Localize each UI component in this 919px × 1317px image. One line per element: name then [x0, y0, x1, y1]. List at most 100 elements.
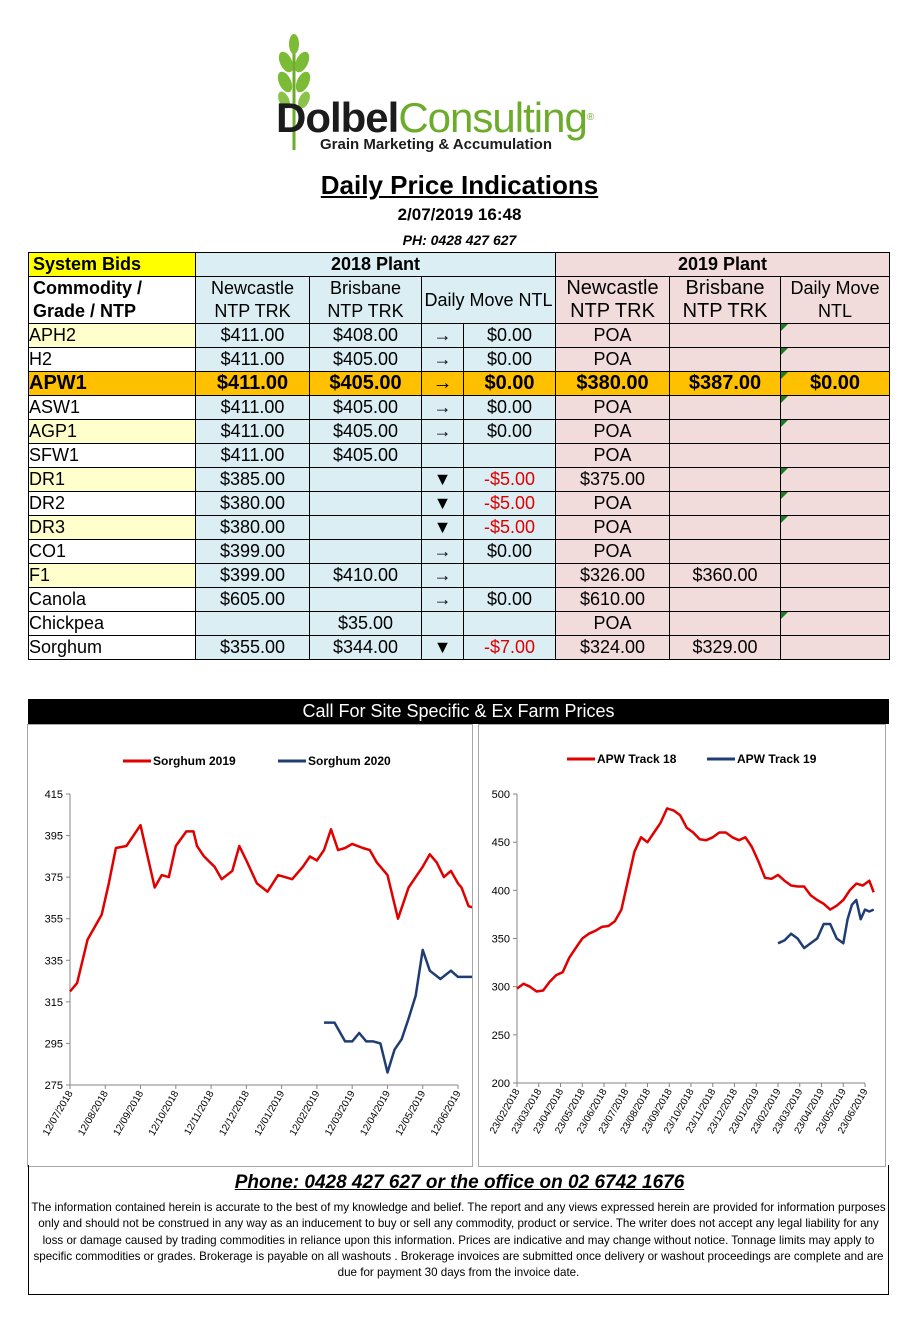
commodity-name: H2	[28, 347, 196, 372]
newcastle-2019-price: POA	[555, 347, 670, 372]
table-row: Sorghum $355.00 $344.00 ▼ -$7.00 $324.00 $329.…	[28, 635, 891, 660]
x-tick-label: 12/04/2019	[358, 1089, 393, 1138]
brisbane-2018-price: $408.00	[309, 323, 422, 348]
move-2018-arrow: →	[421, 323, 464, 348]
move-2018-value: -$7.00	[463, 635, 556, 660]
series-line	[324, 948, 472, 1074]
price-table: System Bids 2018 Plant 2019 Plant Commod…	[28, 252, 891, 660]
legend-label: APW Track 18	[597, 752, 677, 766]
legend-label: Sorghum 2019	[153, 754, 236, 768]
move-2018-arrow: →	[421, 563, 464, 588]
y-tick-label: 295	[45, 1038, 63, 1050]
newcastle-2018-price	[195, 611, 310, 636]
table-row: DR3 $380.00 ▼ -$5.00 POA	[28, 515, 891, 540]
apw-chart-svg: 20025030035040045050023/02/201823/03/201…	[488, 752, 875, 1136]
newcastle-2019-price: POA	[555, 419, 670, 444]
newcastle-2019-price: POA	[555, 515, 670, 540]
logo-wordmark: DolbelConsulting®	[276, 94, 594, 141]
brisbane-2019-price	[669, 587, 781, 612]
move-2019-value	[779, 467, 891, 492]
phone-footer: Phone: 0428 427 627 or the office on 02 …	[234, 1172, 685, 1193]
brisbane-2018-price: $405.00	[309, 395, 422, 420]
y-tick-label: 415	[45, 789, 63, 801]
move-2018-value: -$5.00	[463, 467, 556, 492]
commodity-name: SFW1	[28, 443, 196, 468]
brisbane-2018-price	[309, 539, 422, 564]
y-tick-label: 275	[45, 1080, 63, 1092]
table-row: SFW1 $411.00 $405.00 POA	[28, 443, 891, 468]
move-2019-value	[779, 539, 891, 564]
move-2018-value: $0.00	[463, 419, 556, 444]
move-2018-arrow: ▼	[421, 635, 464, 660]
move-2019-value: $0.00	[779, 371, 891, 396]
x-tick-label: 12/09/2018	[112, 1089, 147, 1138]
newcastle-2018-price: $411.00	[195, 419, 310, 444]
newcastle-2018-price: $385.00	[195, 467, 310, 492]
move-2019-value	[779, 323, 891, 348]
x-tick-label: 12/01/2019	[253, 1089, 288, 1138]
x-tick-label: 12/11/2018	[183, 1089, 217, 1138]
newcastle-2018-price: $399.00	[195, 563, 310, 588]
move-2018-arrow: ▼	[421, 491, 464, 516]
series-line	[69, 823, 472, 993]
call-banner: Call For Site Specific & Ex Farm Prices	[28, 699, 889, 724]
newcastle-2019-price: POA	[555, 323, 670, 348]
y-tick-label: 350	[492, 934, 510, 946]
brisbane-2019-price: $360.00	[669, 563, 781, 588]
move-2019-value	[779, 347, 891, 372]
move-2018-arrow	[421, 611, 464, 636]
brisbane-2018-price: $410.00	[309, 563, 422, 588]
move-2018-value	[463, 563, 556, 588]
move-2018-value	[463, 611, 556, 636]
newcastle-2018-price: $605.00	[195, 587, 310, 612]
brisbane-2019-price	[669, 611, 781, 636]
move-2019-value	[779, 491, 891, 516]
brisbane-2019-price: $329.00	[669, 635, 781, 660]
newcastle-2018-price: $399.00	[195, 539, 310, 564]
newcastle-2018-price: $411.00	[195, 443, 310, 468]
commodity-name: Chickpea	[28, 611, 196, 636]
move-2019-value	[779, 587, 891, 612]
commodity-name: CO1	[28, 539, 196, 564]
move-2018-value: $0.00	[463, 323, 556, 348]
newcastle-2018-price: $411.00	[195, 395, 310, 420]
disclaimer-text: The information contained herein is accu…	[31, 1201, 886, 1280]
y-tick-label: 450	[492, 837, 510, 849]
y-tick-label: 375	[45, 872, 63, 884]
newcastle-2018-price: $411.00	[195, 347, 310, 372]
commodity-name: AGP1	[28, 419, 196, 444]
y-tick-label: 355	[45, 914, 63, 926]
commodity-name: DR1	[28, 467, 196, 492]
sorghum-chart-svg: 275 295 315 335 355 375 395 415 12/07/2018 12/08/…	[41, 754, 472, 1138]
brisbane-2019-price	[669, 323, 781, 348]
move-2018-value: -$5.00	[463, 491, 556, 516]
brisbane-2018-price: $405.00	[309, 371, 422, 396]
newcastle-2018-price: $355.00	[195, 635, 310, 660]
y-tick-label: 200	[492, 1078, 510, 1090]
move-2019-value	[779, 515, 891, 540]
move-2019-value	[779, 635, 891, 660]
y-tick-label: 335	[45, 955, 63, 967]
brisbane-2018-price	[309, 515, 422, 540]
newcastle-2019-price: $375.00	[555, 467, 670, 492]
plant-2019-header: 2019 Plant	[554, 252, 891, 277]
move-2018-arrow: →	[421, 419, 464, 444]
commodity-name: APH2	[28, 323, 196, 348]
move-2018-value: -$5.00	[463, 515, 556, 540]
commodity-name: Canola	[28, 587, 196, 612]
move-2019-value	[779, 419, 891, 444]
brisbane-2018-price	[309, 467, 422, 492]
apw-chart: 200 250 300 350 400 450 500 23/02/2018 23/03/201…	[478, 724, 886, 1167]
legend-label: Sorghum 2020	[308, 754, 391, 768]
move-2018-value: $0.00	[463, 587, 556, 612]
x-tick-label: 12/02/2019	[288, 1089, 323, 1138]
x-tick-label: 12/10/2018	[147, 1089, 182, 1138]
newcastle-2019-price: POA	[555, 395, 670, 420]
plant-2018-header: 2018 Plant	[195, 252, 556, 277]
newcastle-2018-header: Newcastle NTP TRK	[195, 276, 310, 324]
brisbane-2019-price	[669, 347, 781, 372]
table-row: AGP1 $411.00 $405.00 → $0.00 POA	[28, 419, 891, 444]
y-tick-label: 395	[45, 831, 63, 843]
newcastle-2019-price: POA	[555, 443, 670, 468]
newcastle-2019-price: $610.00	[555, 587, 670, 612]
